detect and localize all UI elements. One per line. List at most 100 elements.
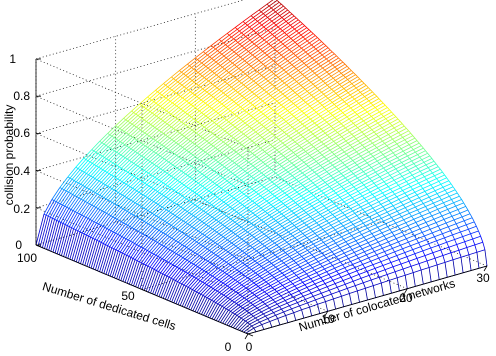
mesh-line xyxy=(141,148,150,157)
mesh-line xyxy=(364,251,367,256)
mesh-line xyxy=(266,147,276,154)
mesh-line xyxy=(326,153,335,160)
mesh-line xyxy=(192,190,195,193)
mesh-line xyxy=(367,228,371,232)
mesh-line xyxy=(131,213,134,216)
mesh-line xyxy=(333,72,342,79)
mesh-line xyxy=(218,83,228,90)
mesh-line xyxy=(160,99,169,107)
mesh-line xyxy=(206,183,216,190)
mesh-line xyxy=(200,285,210,295)
mesh-line xyxy=(431,212,440,217)
mesh-line xyxy=(110,153,120,162)
mesh-line xyxy=(153,194,162,202)
mesh-line xyxy=(202,286,212,296)
mesh-line xyxy=(315,205,325,211)
mesh-line xyxy=(142,124,151,132)
mesh-line xyxy=(323,192,326,196)
mesh-line xyxy=(311,254,315,258)
mesh-line xyxy=(93,150,97,153)
mesh-line xyxy=(242,250,245,254)
mesh-line xyxy=(270,89,279,96)
mesh-line xyxy=(233,284,242,291)
mesh-line xyxy=(218,279,222,283)
mesh-line xyxy=(154,127,158,130)
mesh-line xyxy=(120,147,130,156)
mesh-line xyxy=(239,75,248,82)
mesh-line xyxy=(165,78,174,86)
mesh-line xyxy=(166,275,170,278)
mesh-line xyxy=(254,197,263,204)
mesh-line xyxy=(434,255,444,259)
mesh-line xyxy=(256,291,265,297)
mesh-line xyxy=(255,267,264,274)
mesh-line xyxy=(358,254,367,259)
mesh-line xyxy=(304,133,314,140)
mesh-line xyxy=(142,238,152,249)
mesh-line xyxy=(221,84,230,92)
mesh-line xyxy=(74,185,84,196)
mesh-line xyxy=(187,120,197,128)
mesh-line xyxy=(436,174,445,179)
mesh-line xyxy=(203,113,207,117)
mesh-line xyxy=(237,140,241,144)
mesh-line xyxy=(304,235,308,238)
mesh-line xyxy=(327,242,336,248)
mesh-line xyxy=(98,223,101,226)
mesh-line xyxy=(109,126,119,136)
mesh-line xyxy=(402,186,411,191)
mesh-line xyxy=(267,318,271,322)
mesh-line xyxy=(255,226,258,230)
mesh-line xyxy=(198,85,201,88)
mesh-line xyxy=(306,224,309,228)
mesh-line xyxy=(357,243,361,247)
mesh-line xyxy=(392,266,396,272)
mesh-line xyxy=(189,72,199,80)
mesh-line xyxy=(235,233,238,237)
mesh-line xyxy=(128,177,137,186)
mesh-line xyxy=(137,158,147,167)
mesh-line xyxy=(289,204,298,210)
mesh-line xyxy=(95,197,105,208)
mesh-line xyxy=(81,219,91,234)
mesh-line xyxy=(152,105,161,114)
mesh-line xyxy=(207,201,210,204)
mesh-line xyxy=(254,149,263,156)
mesh-line xyxy=(66,195,76,208)
mesh-line xyxy=(173,84,183,92)
mesh-line xyxy=(241,138,251,146)
mesh-line xyxy=(226,64,235,72)
mesh-line xyxy=(243,285,247,289)
mesh-line xyxy=(127,151,136,160)
mesh-line xyxy=(309,235,318,241)
mesh-line xyxy=(245,315,254,322)
mesh-line xyxy=(260,43,269,50)
mesh-line xyxy=(275,119,285,126)
mesh-line xyxy=(292,231,301,237)
mesh-line xyxy=(107,146,111,149)
mesh-line xyxy=(374,192,383,198)
mesh-line xyxy=(99,140,103,144)
mesh-line xyxy=(245,287,249,290)
mesh-line xyxy=(395,150,404,156)
mesh-line xyxy=(45,200,55,216)
mesh-line xyxy=(168,155,177,163)
mesh-line xyxy=(175,79,179,83)
mesh-line xyxy=(248,296,257,302)
mesh-line xyxy=(137,264,147,288)
mesh-line xyxy=(74,195,78,198)
mesh-line xyxy=(180,255,184,258)
mesh-line xyxy=(58,221,62,223)
mesh-line xyxy=(168,174,172,177)
mesh-line xyxy=(345,186,354,192)
mesh-line xyxy=(219,144,228,152)
mesh-line xyxy=(244,165,254,172)
mesh-line xyxy=(180,194,183,197)
mesh-line xyxy=(200,184,203,187)
mesh-line xyxy=(322,175,332,181)
mesh-line xyxy=(277,58,286,65)
mesh-line xyxy=(236,218,246,225)
mesh-line xyxy=(229,159,233,162)
mesh-line xyxy=(224,160,233,168)
mesh-line xyxy=(173,283,183,304)
